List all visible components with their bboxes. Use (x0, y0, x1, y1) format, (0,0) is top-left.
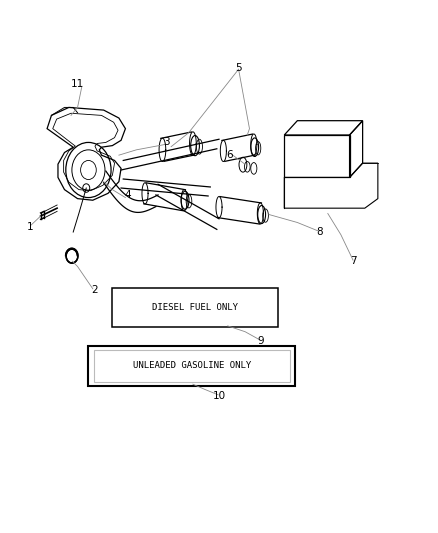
Text: 4: 4 (124, 190, 131, 200)
Text: UNLEADED GASOLINE ONLY: UNLEADED GASOLINE ONLY (133, 361, 251, 370)
Text: 6: 6 (226, 150, 233, 160)
Text: 8: 8 (316, 227, 322, 237)
FancyBboxPatch shape (88, 346, 295, 386)
Text: DIESEL FUEL ONLY: DIESEL FUEL ONLY (152, 303, 238, 312)
Text: 2: 2 (92, 285, 98, 295)
Text: 10: 10 (212, 391, 226, 401)
Text: 9: 9 (257, 336, 264, 346)
Text: 7: 7 (350, 256, 357, 266)
Text: 5: 5 (235, 63, 242, 72)
Text: 11: 11 (71, 78, 84, 88)
Text: 1: 1 (26, 222, 33, 232)
FancyBboxPatch shape (113, 288, 278, 327)
Text: 3: 3 (163, 137, 170, 147)
